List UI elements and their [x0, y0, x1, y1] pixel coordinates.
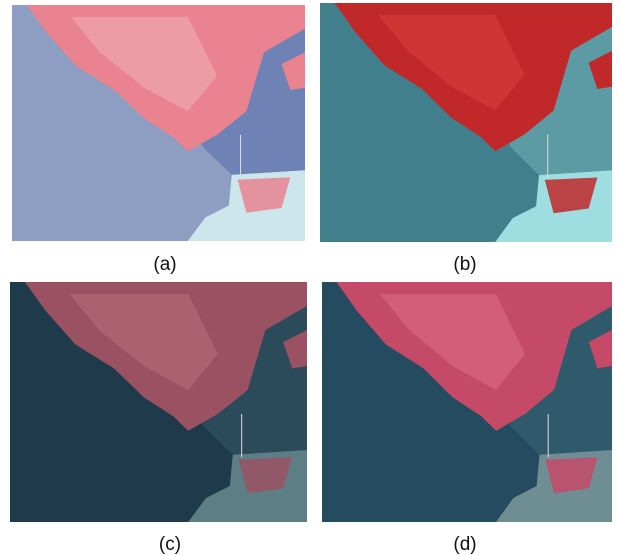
ridge	[380, 294, 525, 390]
city-vegetation	[238, 457, 293, 494]
ridge	[378, 15, 525, 111]
panel-label: (a)	[153, 254, 176, 275]
island	[588, 50, 612, 89]
panel-label: (d)	[453, 534, 476, 555]
image-panel	[322, 282, 612, 522]
island	[588, 330, 612, 369]
island	[281, 52, 305, 90]
island	[283, 330, 307, 369]
panel-label: (c)	[159, 534, 181, 555]
image-panel	[10, 282, 308, 522]
city-vegetation	[545, 457, 598, 494]
ridge	[70, 16, 218, 112]
image-panel	[12, 5, 305, 241]
ridge	[69, 294, 218, 390]
city-vegetation	[544, 177, 598, 214]
city-vegetation	[237, 177, 291, 213]
panel-label: (b)	[453, 254, 476, 275]
image-panel	[320, 3, 612, 242]
